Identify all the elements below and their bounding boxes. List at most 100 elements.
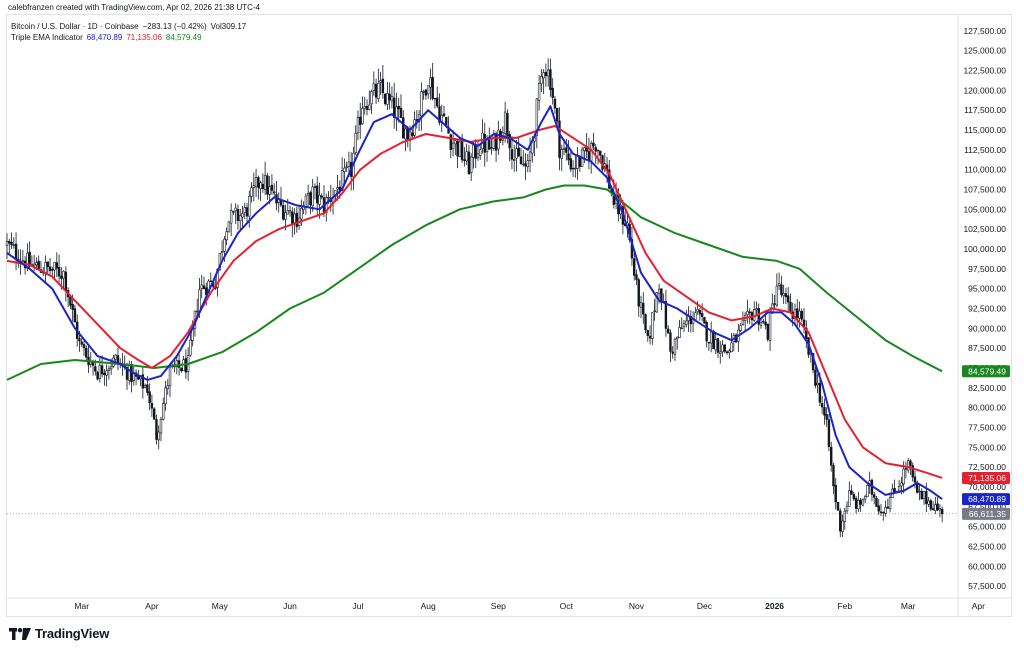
candle-body (546, 69, 550, 77)
candle-body (900, 482, 903, 487)
candle-body (162, 403, 165, 420)
candle-body (438, 106, 441, 123)
candle-body (361, 108, 364, 124)
candle-body (368, 104, 371, 110)
candle-body (105, 370, 108, 376)
candle-body (62, 271, 65, 279)
candle-body (551, 87, 554, 98)
candle-body (494, 133, 498, 151)
candle-body (766, 323, 770, 340)
y-tick-label: 77,500.00 (968, 422, 1006, 432)
candle-body (886, 506, 890, 509)
candle-body (673, 338, 677, 355)
candle-body (150, 403, 154, 409)
candle-body (827, 419, 831, 448)
candle-body (798, 310, 801, 319)
candle-body (517, 147, 520, 157)
candle-body (503, 111, 507, 134)
candle-body (841, 520, 844, 532)
symbol-title[interactable]: Bitcoin / U.S. Dollar · 1D · Coinbase (11, 22, 139, 31)
ema-mid-value: 71,135.06 (126, 33, 162, 42)
candle-body (936, 503, 939, 511)
candle-body (696, 309, 699, 312)
x-tick-label: Mar (901, 601, 916, 611)
candle-body (757, 308, 760, 325)
candle-body (157, 431, 160, 441)
candle-body (254, 177, 258, 188)
price-change: −283.13 (−0.42%) (142, 22, 207, 31)
candle-body (236, 209, 240, 221)
candle-body (370, 91, 373, 105)
y-tick-label: 122,500.00 (963, 66, 1006, 76)
candle-body (12, 244, 15, 246)
candle-body (426, 85, 430, 95)
candle-body (476, 153, 480, 159)
candle-body (814, 369, 817, 386)
candle-body (850, 490, 853, 495)
y-tick-label: 62,500.00 (968, 541, 1006, 551)
candle-body (676, 336, 679, 340)
candle-body (762, 320, 765, 323)
candle-body (816, 382, 819, 385)
candle-body (286, 210, 289, 215)
candle-body (920, 490, 923, 500)
candle-body (773, 303, 776, 305)
price-tag-box (962, 493, 1010, 506)
price-tag-label: 68,470.89 (968, 494, 1006, 504)
candle-body (857, 500, 860, 510)
candle-body (571, 167, 575, 170)
candle-body (490, 147, 493, 149)
candle-body (284, 212, 287, 220)
candle-body (492, 134, 496, 149)
candle-body (755, 308, 758, 311)
candle-body (680, 327, 683, 330)
indicator-name[interactable]: Triple EMA Indicator (11, 33, 83, 42)
candle-body (599, 150, 602, 156)
candle-body (707, 341, 711, 344)
candle-body (796, 308, 799, 319)
price-tag-label: 84,579.49 (968, 366, 1006, 376)
candle-body (576, 155, 579, 169)
candle-body (363, 106, 366, 109)
candle-body (479, 149, 482, 156)
candle-body (107, 368, 111, 371)
candle-body (392, 97, 396, 118)
candle-body (51, 269, 54, 271)
candle-body (404, 128, 407, 140)
candle-body (189, 339, 192, 356)
candle-body (540, 76, 543, 85)
candle-body (202, 285, 206, 290)
candle-body (594, 147, 597, 152)
candle-body (800, 310, 803, 320)
candle-body (685, 320, 688, 325)
candle-body (225, 231, 228, 241)
price-tag-label: 66,611.35 (969, 509, 1006, 519)
candle-body (759, 322, 763, 326)
candle-body (678, 327, 681, 338)
candle-body (560, 149, 563, 159)
candle-body (845, 505, 849, 512)
y-tick-label: 92,500.00 (968, 303, 1006, 313)
candle-body (259, 182, 262, 190)
candle-body (148, 391, 151, 403)
candle-body (789, 301, 792, 313)
y-tick-label: 80,000.00 (968, 403, 1006, 413)
candle-body (879, 511, 883, 513)
candle-body (918, 490, 921, 493)
candle-body (383, 93, 387, 104)
tradingview-logo[interactable]: TradingView (9, 626, 109, 641)
price-tag-box (962, 471, 1010, 484)
y-tick-label: 127,500.00 (963, 26, 1006, 36)
candle-body (739, 325, 742, 331)
candle-body (234, 207, 237, 212)
candle-body (14, 243, 18, 260)
candle-body (642, 302, 645, 315)
candle-body (48, 266, 52, 271)
candle-body (316, 185, 319, 204)
candle-body (433, 98, 437, 100)
candle-body (705, 322, 708, 342)
y-tick-label: 102,500.00 (963, 224, 1006, 234)
candle-body (196, 310, 199, 313)
x-tick-label: Nov (629, 601, 645, 611)
